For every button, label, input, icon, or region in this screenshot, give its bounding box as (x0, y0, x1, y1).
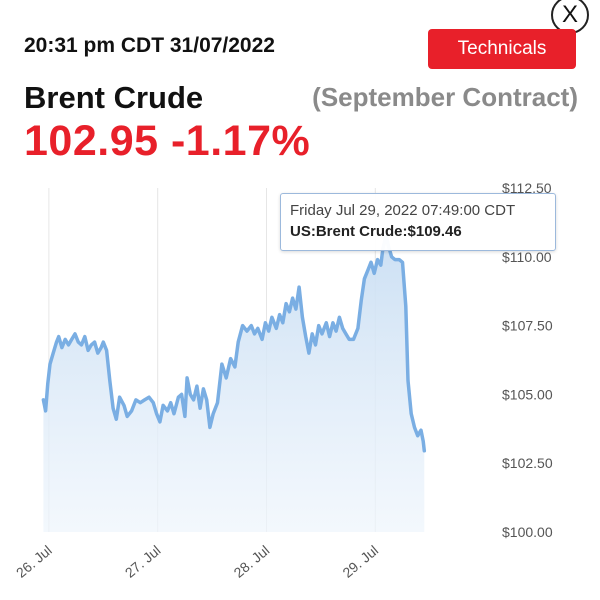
close-button[interactable]: X (551, 0, 589, 34)
y-tick-label: $100.00 (502, 524, 553, 540)
tooltip-series-label: US:Brent Crude: (290, 223, 408, 240)
close-icon: X (561, 1, 578, 28)
technicals-button[interactable]: Technicals (428, 29, 576, 69)
chart-tooltip: Friday Jul 29, 2022 07:49:00 CDT US:Bren… (280, 193, 556, 251)
tooltip-value: $109.46 (407, 223, 462, 240)
y-tick-label: $110.00 (502, 249, 552, 265)
y-tick-label: $112.50 (502, 180, 552, 196)
quote-timestamp: 20:31 pm CDT 31/07/2022 (24, 34, 275, 57)
tooltip-value-row: US:Brent Crude:$109.46 (290, 223, 546, 240)
price-quote: 102.95 -1.17% (24, 117, 310, 166)
series-line (41, 233, 427, 453)
contract-label: (September Contract) (312, 82, 578, 112)
price-change: -1.17% (170, 117, 311, 165)
tooltip-date: Friday Jul 29, 2022 07:49:00 CDT (290, 202, 516, 219)
x-tick-label: 28. Jul (231, 542, 273, 581)
instrument-name: Brent Crude (24, 80, 204, 115)
x-tick-label: 29. Jul (339, 542, 381, 581)
series-area (43, 234, 425, 533)
x-tick-label: 26. Jul (13, 542, 55, 581)
y-tick-label: $107.50 (502, 318, 553, 334)
x-tick-label: 27. Jul (122, 542, 164, 581)
last-price: 102.95 (24, 117, 159, 165)
y-tick-label: $102.50 (502, 455, 553, 471)
y-tick-label: $105.00 (502, 386, 553, 402)
